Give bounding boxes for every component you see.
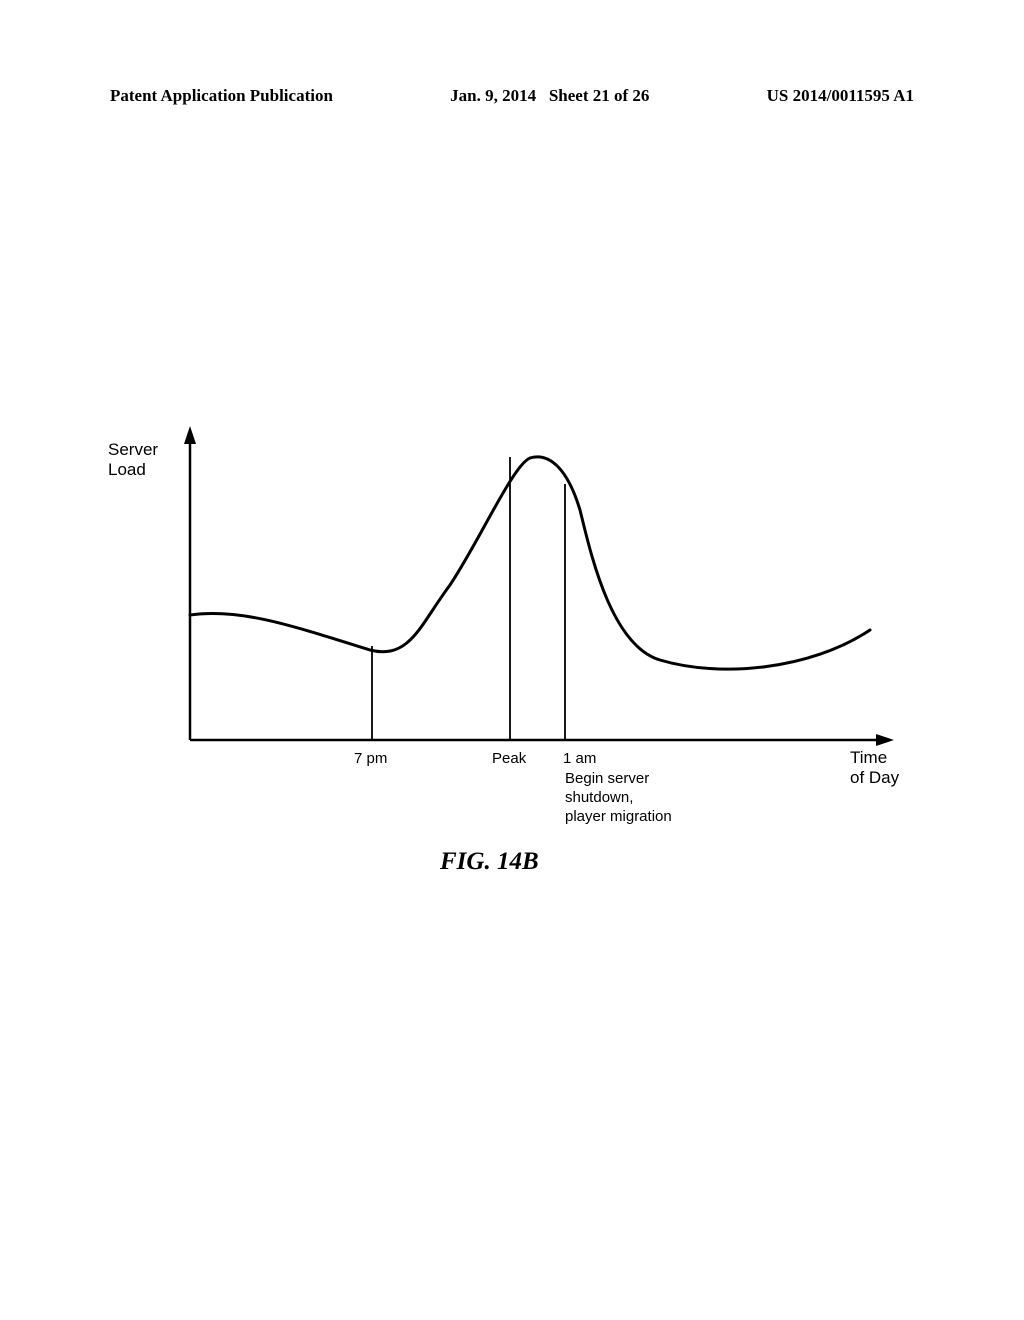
x-tick-label: Peak [492,750,526,767]
header-sheet: Sheet 21 of 26 [549,86,650,105]
x-tick-label: 7 pm [354,750,387,767]
server-load-chart: Server Load Time of Day 7 pmPeak1 am Beg… [110,420,915,820]
header-date: Jan. 9, 2014 [450,86,536,105]
page-header: Patent Application Publication Jan. 9, 2… [110,86,914,106]
header-right: US 2014/0011595 A1 [767,86,914,106]
y-axis-label: Server Load [108,440,158,480]
x-tick-label: 1 am [563,750,596,767]
annotation-text: Begin server shutdown, player migration [565,770,672,826]
header-left: Patent Application Publication [110,86,333,106]
figure-caption: FIG. 14B [440,848,539,876]
x-axis-label: Time of Day [850,748,899,788]
